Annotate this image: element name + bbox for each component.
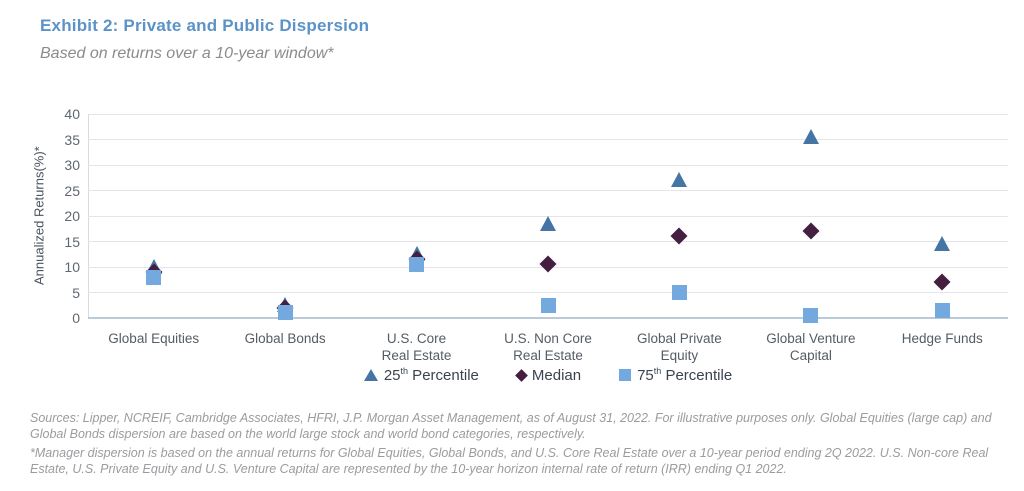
footnotes: Sources: Lipper, NCREIF, Cambridge Assoc… [30, 410, 1008, 480]
gridline [88, 139, 1008, 140]
footnote-methodology: *Manager dispersion is based on the annu… [30, 446, 989, 476]
gridline [88, 190, 1008, 191]
gridline [88, 113, 1008, 115]
y-tick-label: 40 [64, 106, 80, 122]
gridline [88, 164, 1008, 166]
chart-legend: 25th Percentile Median 75th Percentile [88, 366, 1008, 384]
marker-diamond-median [802, 222, 820, 240]
marker-triangle-25th-percentile [934, 236, 951, 252]
x-category-label: U.S. Non Core Real Estate [504, 331, 592, 363]
marker-square-75th-percentile [277, 305, 293, 321]
x-category-label: Hedge Funds [901, 331, 983, 346]
marker-triangle-25th-percentile [540, 215, 556, 231]
gridline [88, 292, 1008, 293]
x-axis-labels: Global Equities Global Bonds U.S. Core Real… [88, 330, 1008, 370]
marker-square-75th-percentile [803, 307, 819, 323]
x-axis-line [88, 317, 1008, 319]
legend-item: 25th Percentile [363, 366, 479, 384]
y-tick-label: 0 [72, 310, 80, 326]
plot-area [88, 113, 1008, 323]
y-tick-label: 15 [64, 233, 80, 250]
legend-item: Median [515, 366, 582, 384]
x-category-label: Global Private Equity [637, 331, 722, 363]
marker-diamond-median [539, 255, 557, 273]
y-tick-label: 35 [64, 131, 80, 148]
legend-label: 25th Percentile [383, 366, 479, 384]
y-tick-label: 5 [72, 284, 80, 301]
x-category-label: Global Equities [108, 331, 200, 346]
marker-diamond-median [933, 273, 951, 291]
y-tick-labels: 0 5 10 15 20 25 30 35 40 [42, 106, 80, 326]
y-tick-label: 10 [64, 259, 80, 275]
marker-triangle-25th-percentile [802, 128, 819, 144]
marker-square-75th-percentile [146, 269, 162, 285]
page-subtitle: Based on returns over a 10-year window* [40, 45, 334, 62]
y-tick-label: 30 [64, 157, 80, 173]
diamond-icon [515, 368, 528, 382]
x-category-label: Global Bonds [244, 331, 326, 346]
legend-label: Median [531, 366, 582, 384]
legend-label: 75th Percentile [637, 366, 733, 384]
marker-square-75th-percentile [409, 256, 425, 272]
x-category-label: Global Venture Capital [766, 331, 856, 363]
gridline [88, 241, 1008, 242]
y-tick-label: 25 [64, 182, 80, 199]
marker-triangle-25th-percentile [671, 172, 688, 188]
marker-square-75th-percentile [540, 297, 556, 313]
square-icon [619, 369, 632, 381]
page-title: Exhibit 2: Private and Public Dispersion [40, 16, 370, 35]
marker-diamond-median [670, 227, 688, 245]
legend-item: 75th Percentile [619, 366, 732, 384]
x-category-label: U.S. Core Real Estate [381, 331, 452, 363]
marker-square-75th-percentile [934, 302, 950, 318]
footnote-sources: Sources: Lipper, NCREIF, Cambridge Assoc… [30, 411, 992, 441]
y-tick-label: 20 [64, 208, 80, 224]
triangle-icon [363, 369, 378, 381]
marker-square-75th-percentile [671, 285, 687, 300]
